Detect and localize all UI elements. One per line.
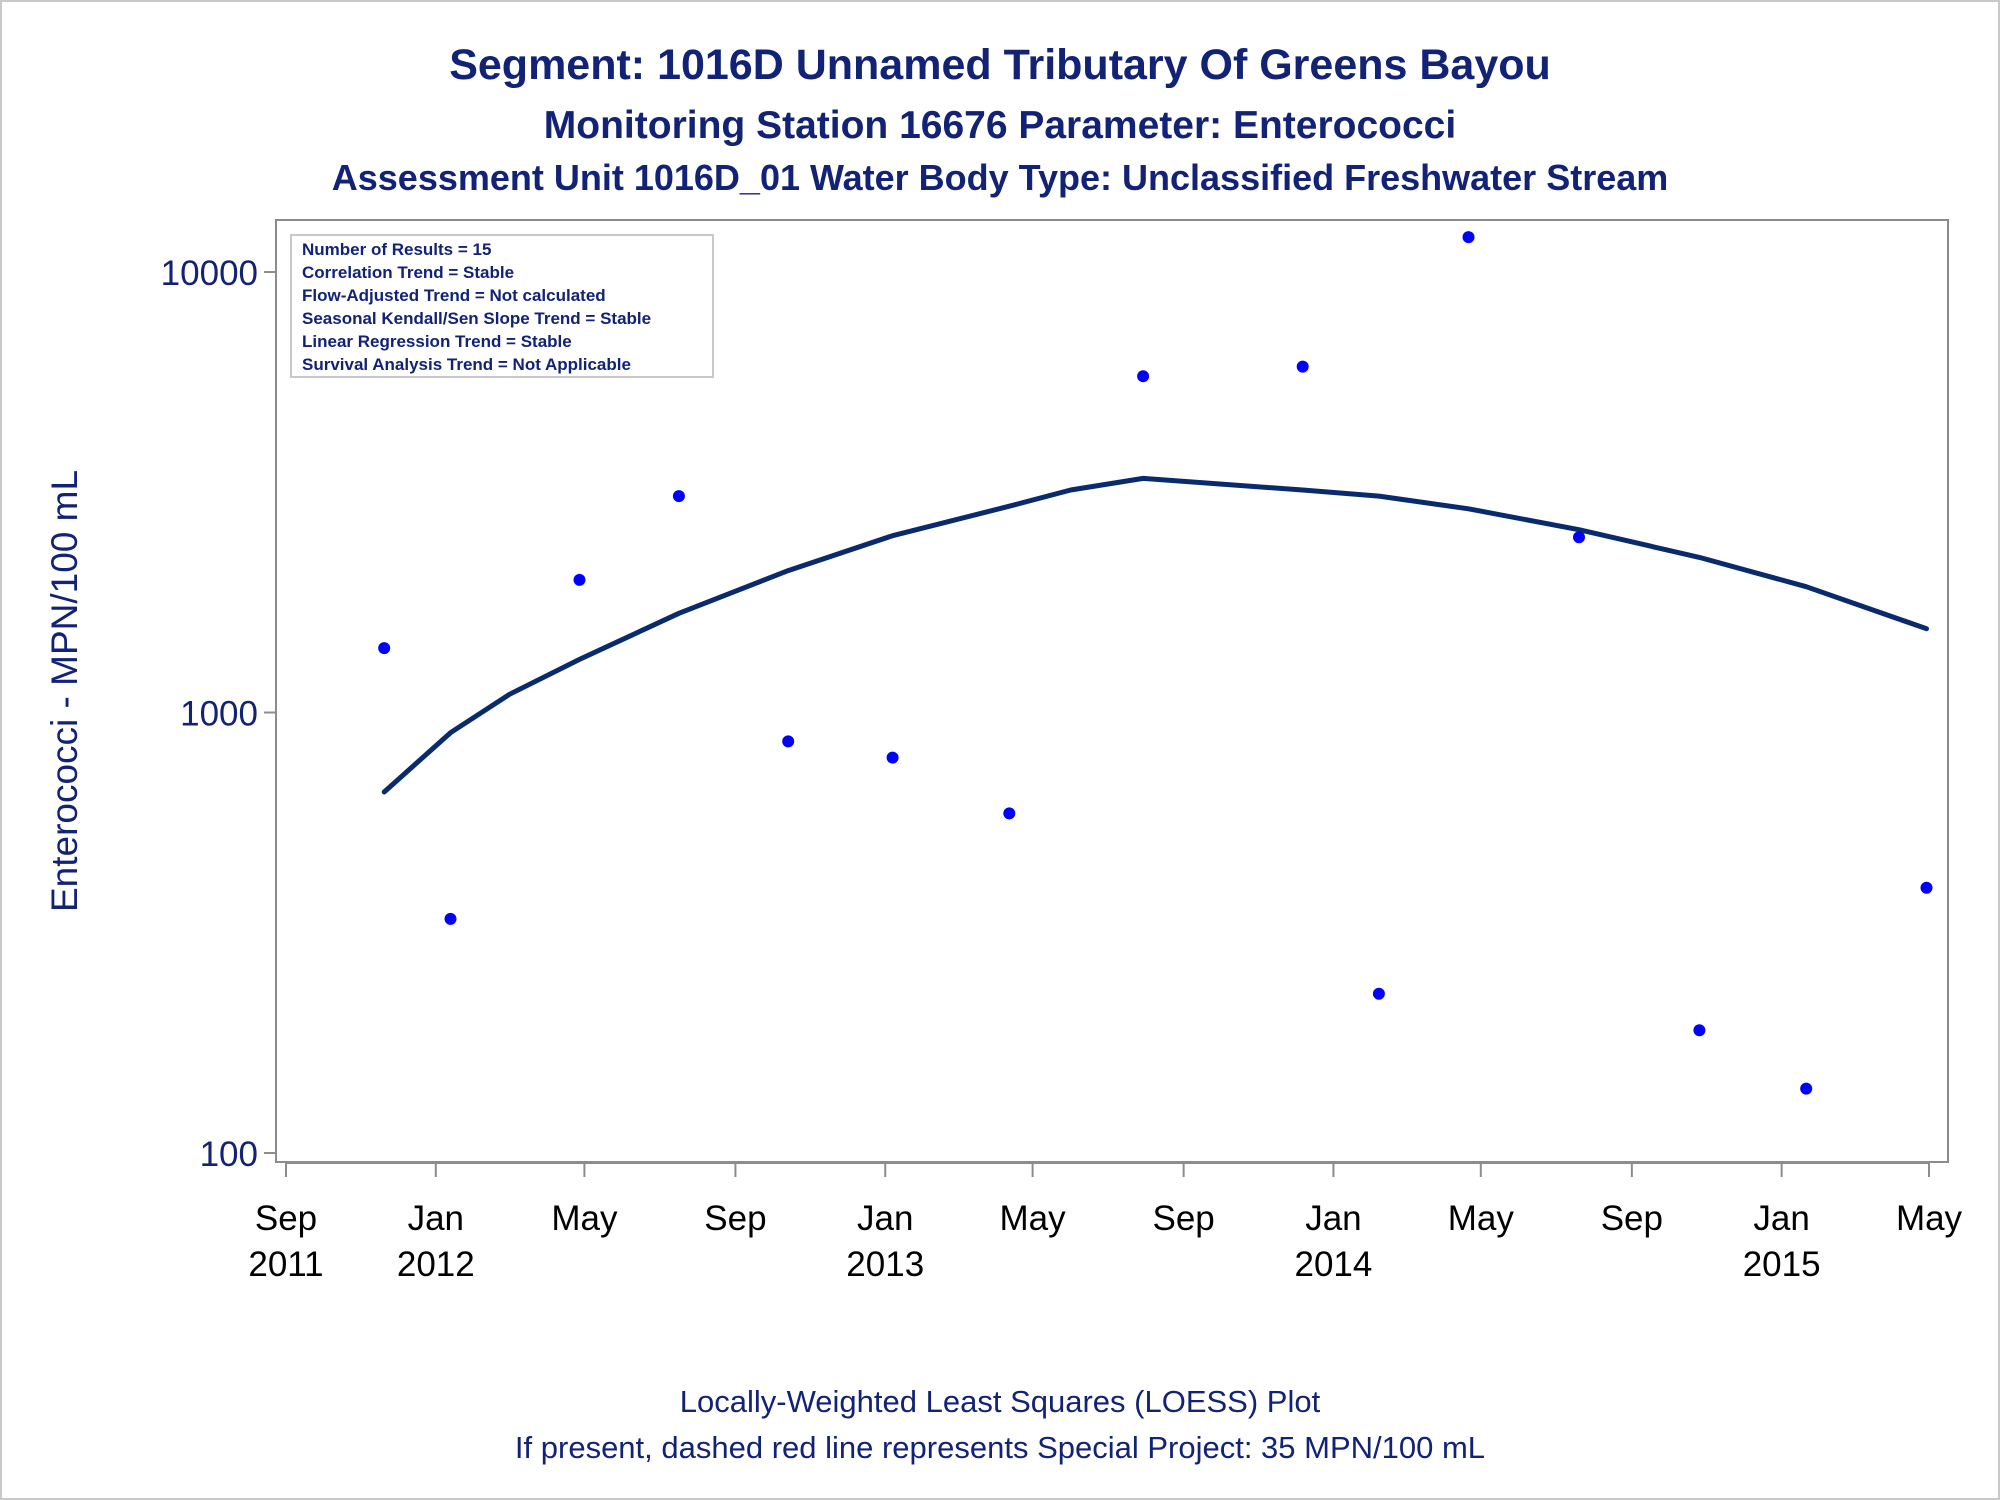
info-line-linear-regression: Linear Regression Trend = Stable	[302, 332, 572, 351]
x-tick-month-label: May	[1000, 1199, 1067, 1238]
y-tick-label: 10000	[161, 254, 258, 293]
info-line-flow-adjusted: Flow-Adjusted Trend = Not calculated	[302, 286, 606, 305]
x-tick-month-label: Jan	[408, 1199, 464, 1238]
y-axis-label: Enterococci - MPN/100 mL	[44, 470, 85, 912]
data-point	[782, 735, 795, 748]
info-line-survival: Survival Analysis Trend = Not Applicable	[302, 355, 631, 374]
x-tick-month-label: Jan	[1753, 1199, 1809, 1238]
footnote-special-project: If present, dashed red line represents S…	[515, 1430, 1485, 1465]
x-tick-month-label: May	[1448, 1199, 1515, 1238]
data-point	[1800, 1082, 1813, 1095]
chart-subtitle-2: Assessment Unit 1016D_01 Water Body Type…	[332, 157, 1669, 198]
x-tick-year-label: 2014	[1295, 1245, 1373, 1284]
data-point	[1693, 1024, 1706, 1037]
x-tick-month-label: Sep	[1601, 1199, 1663, 1238]
x-tick-year-label: 2013	[846, 1245, 924, 1284]
x-tick-year-label: 2015	[1743, 1245, 1821, 1284]
data-point	[886, 751, 899, 764]
y-tick-label: 1000	[180, 695, 258, 734]
data-point	[1462, 231, 1475, 244]
data-point	[1573, 531, 1585, 544]
x-tick-month-label: Sep	[704, 1199, 766, 1238]
info-box: Number of Results = 15 Correlation Trend…	[290, 234, 714, 378]
x-tick-month-label: Jan	[1305, 1199, 1361, 1238]
x-tick-month-label: Sep	[255, 1199, 317, 1238]
x-tick-year-label: 2011	[248, 1245, 323, 1284]
data-point	[1372, 987, 1385, 1000]
data-point	[573, 573, 586, 586]
x-axis: Sep 2011 Jan 2012 May Sep Jan 2013 May Sep Jan 2014…	[248, 1162, 1963, 1284]
footnote-loess: Locally-Weighted Least Squares (LOESS) P…	[680, 1384, 1321, 1419]
info-box-frame	[290, 234, 714, 378]
data-point	[1137, 370, 1150, 383]
data-point	[1003, 807, 1016, 820]
y-tick-label: 100	[200, 1135, 258, 1174]
info-line-results: Number of Results = 15	[302, 240, 491, 259]
data-point	[444, 912, 457, 925]
x-tick-month-label: Sep	[1152, 1199, 1214, 1238]
chart-title: Segment: 1016D Unnamed Tributary Of Gree…	[449, 41, 1551, 89]
loess-trend-line	[381, 475, 1929, 795]
y-axis: 100 1000 10000	[161, 254, 277, 1174]
info-line-seasonal-kendall: Seasonal Kendall/Sen Slope Trend = Stabl…	[302, 309, 651, 328]
data-point	[1296, 360, 1309, 373]
series-layer	[378, 231, 1933, 1095]
x-tick-month-label: Jan	[857, 1199, 913, 1238]
x-tick-month-label: May	[1896, 1199, 1963, 1238]
info-line-correlation: Correlation Trend = Stable	[302, 263, 514, 282]
data-point	[672, 490, 685, 503]
data-point	[1920, 881, 1933, 894]
chart-subtitle: Monitoring Station 16676 Parameter: Ente…	[544, 104, 1456, 147]
data-point	[378, 642, 391, 655]
x-tick-month-label: May	[551, 1199, 618, 1238]
x-tick-year-label: 2012	[397, 1245, 475, 1284]
